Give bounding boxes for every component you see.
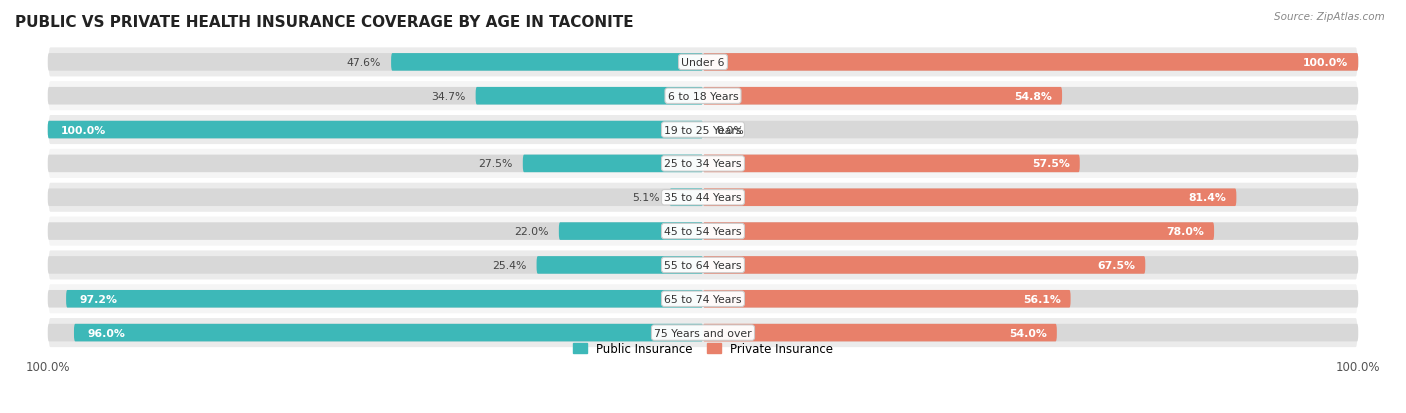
FancyBboxPatch shape	[48, 216, 1358, 247]
FancyBboxPatch shape	[391, 54, 703, 71]
FancyBboxPatch shape	[48, 250, 1358, 281]
FancyBboxPatch shape	[48, 149, 1358, 180]
Text: 34.7%: 34.7%	[432, 92, 465, 102]
FancyBboxPatch shape	[669, 189, 703, 206]
FancyBboxPatch shape	[703, 88, 1062, 105]
FancyBboxPatch shape	[703, 223, 1358, 240]
FancyBboxPatch shape	[48, 290, 703, 308]
FancyBboxPatch shape	[703, 189, 1236, 206]
FancyBboxPatch shape	[703, 290, 1358, 308]
FancyBboxPatch shape	[48, 115, 1358, 146]
Legend: Public Insurance, Private Insurance: Public Insurance, Private Insurance	[572, 342, 834, 355]
Text: 57.5%: 57.5%	[1032, 159, 1070, 169]
Text: 67.5%: 67.5%	[1098, 260, 1136, 270]
FancyBboxPatch shape	[475, 88, 703, 105]
Text: 22.0%: 22.0%	[515, 227, 548, 237]
FancyBboxPatch shape	[75, 324, 703, 342]
FancyBboxPatch shape	[703, 324, 1057, 342]
FancyBboxPatch shape	[48, 47, 1358, 78]
FancyBboxPatch shape	[703, 324, 1358, 342]
FancyBboxPatch shape	[703, 290, 1070, 308]
FancyBboxPatch shape	[48, 155, 703, 173]
FancyBboxPatch shape	[48, 324, 703, 342]
FancyBboxPatch shape	[48, 223, 703, 240]
Text: 27.5%: 27.5%	[478, 159, 513, 169]
FancyBboxPatch shape	[703, 223, 1215, 240]
FancyBboxPatch shape	[48, 81, 1358, 112]
Text: Under 6: Under 6	[682, 58, 724, 68]
FancyBboxPatch shape	[703, 155, 1080, 173]
Text: 97.2%: 97.2%	[79, 294, 117, 304]
FancyBboxPatch shape	[703, 155, 1358, 173]
FancyBboxPatch shape	[48, 121, 703, 139]
FancyBboxPatch shape	[48, 54, 703, 71]
FancyBboxPatch shape	[48, 283, 1358, 315]
Text: 100.0%: 100.0%	[60, 125, 105, 135]
FancyBboxPatch shape	[523, 155, 703, 173]
Text: 78.0%: 78.0%	[1167, 227, 1205, 237]
Text: 55 to 64 Years: 55 to 64 Years	[664, 260, 742, 270]
FancyBboxPatch shape	[66, 290, 703, 308]
FancyBboxPatch shape	[48, 317, 1358, 348]
Text: 54.8%: 54.8%	[1014, 92, 1052, 102]
Text: 19 to 25 Years: 19 to 25 Years	[664, 125, 742, 135]
FancyBboxPatch shape	[558, 223, 703, 240]
Text: 0.0%: 0.0%	[716, 125, 744, 135]
FancyBboxPatch shape	[48, 189, 703, 206]
Text: 47.6%: 47.6%	[347, 58, 381, 68]
Text: Source: ZipAtlas.com: Source: ZipAtlas.com	[1274, 12, 1385, 22]
Text: 75 Years and over: 75 Years and over	[654, 328, 752, 338]
Text: 56.1%: 56.1%	[1024, 294, 1060, 304]
FancyBboxPatch shape	[703, 189, 1358, 206]
FancyBboxPatch shape	[703, 121, 1358, 139]
FancyBboxPatch shape	[48, 121, 703, 139]
Text: 65 to 74 Years: 65 to 74 Years	[664, 294, 742, 304]
Text: 6 to 18 Years: 6 to 18 Years	[668, 92, 738, 102]
FancyBboxPatch shape	[703, 256, 1146, 274]
FancyBboxPatch shape	[703, 54, 1358, 71]
FancyBboxPatch shape	[537, 256, 703, 274]
FancyBboxPatch shape	[703, 54, 1358, 71]
FancyBboxPatch shape	[48, 88, 703, 105]
Text: 35 to 44 Years: 35 to 44 Years	[664, 193, 742, 203]
Text: 5.1%: 5.1%	[633, 193, 659, 203]
Text: 100.0%: 100.0%	[1303, 58, 1348, 68]
Text: 45 to 54 Years: 45 to 54 Years	[664, 227, 742, 237]
FancyBboxPatch shape	[48, 182, 1358, 213]
Text: 81.4%: 81.4%	[1188, 193, 1226, 203]
Text: 96.0%: 96.0%	[87, 328, 125, 338]
FancyBboxPatch shape	[48, 256, 703, 274]
FancyBboxPatch shape	[703, 256, 1358, 274]
Text: PUBLIC VS PRIVATE HEALTH INSURANCE COVERAGE BY AGE IN TACONITE: PUBLIC VS PRIVATE HEALTH INSURANCE COVER…	[15, 15, 634, 30]
Text: 54.0%: 54.0%	[1010, 328, 1047, 338]
Text: 25 to 34 Years: 25 to 34 Years	[664, 159, 742, 169]
Text: 25.4%: 25.4%	[492, 260, 527, 270]
FancyBboxPatch shape	[703, 88, 1358, 105]
